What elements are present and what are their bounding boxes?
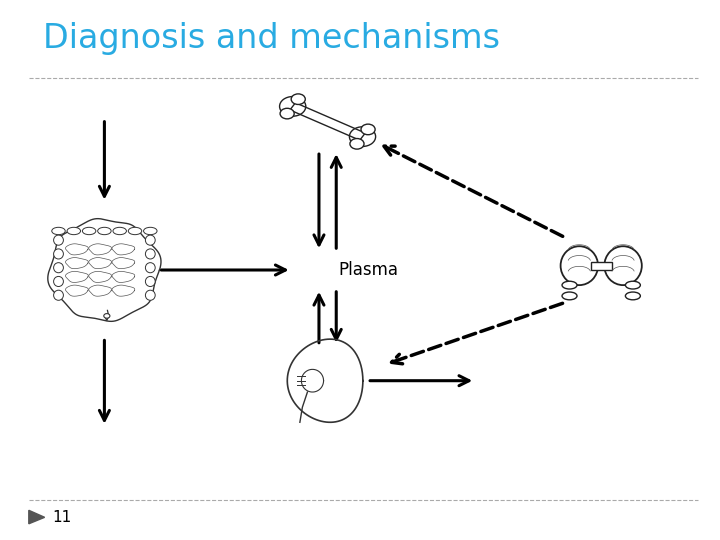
Ellipse shape xyxy=(67,227,81,235)
Polygon shape xyxy=(89,258,112,269)
Polygon shape xyxy=(89,285,112,296)
Ellipse shape xyxy=(604,246,642,285)
Ellipse shape xyxy=(53,249,63,259)
Polygon shape xyxy=(112,271,135,282)
Polygon shape xyxy=(89,244,112,255)
Polygon shape xyxy=(89,271,112,282)
Ellipse shape xyxy=(104,314,110,318)
Ellipse shape xyxy=(361,124,375,134)
Ellipse shape xyxy=(626,281,640,289)
Ellipse shape xyxy=(626,292,640,300)
Ellipse shape xyxy=(98,227,111,235)
Ellipse shape xyxy=(143,227,157,235)
Ellipse shape xyxy=(82,227,96,235)
Ellipse shape xyxy=(291,94,305,104)
Ellipse shape xyxy=(145,262,156,273)
Ellipse shape xyxy=(145,235,156,245)
Polygon shape xyxy=(591,262,611,269)
Polygon shape xyxy=(112,244,135,255)
Ellipse shape xyxy=(53,276,63,287)
Polygon shape xyxy=(48,219,161,321)
Polygon shape xyxy=(66,258,89,269)
Ellipse shape xyxy=(53,262,63,273)
Polygon shape xyxy=(29,510,45,524)
Ellipse shape xyxy=(561,246,598,285)
Text: 11: 11 xyxy=(52,510,71,525)
Ellipse shape xyxy=(350,139,364,149)
Polygon shape xyxy=(302,369,323,392)
Polygon shape xyxy=(66,271,89,282)
Ellipse shape xyxy=(145,276,156,287)
Ellipse shape xyxy=(53,235,63,245)
Polygon shape xyxy=(112,285,135,296)
Polygon shape xyxy=(66,285,89,296)
Polygon shape xyxy=(290,103,365,140)
Ellipse shape xyxy=(279,97,306,116)
Text: Plasma: Plasma xyxy=(338,261,398,279)
Ellipse shape xyxy=(52,227,66,235)
Polygon shape xyxy=(112,258,135,269)
Polygon shape xyxy=(66,244,89,255)
Text: Diagnosis and mechanisms: Diagnosis and mechanisms xyxy=(43,22,500,55)
Polygon shape xyxy=(287,339,363,422)
Ellipse shape xyxy=(128,227,142,235)
Ellipse shape xyxy=(113,227,127,235)
Ellipse shape xyxy=(280,109,294,119)
Ellipse shape xyxy=(562,292,577,300)
Ellipse shape xyxy=(145,290,156,300)
Ellipse shape xyxy=(145,249,156,259)
Ellipse shape xyxy=(349,127,376,146)
Ellipse shape xyxy=(53,290,63,300)
Ellipse shape xyxy=(562,281,577,289)
